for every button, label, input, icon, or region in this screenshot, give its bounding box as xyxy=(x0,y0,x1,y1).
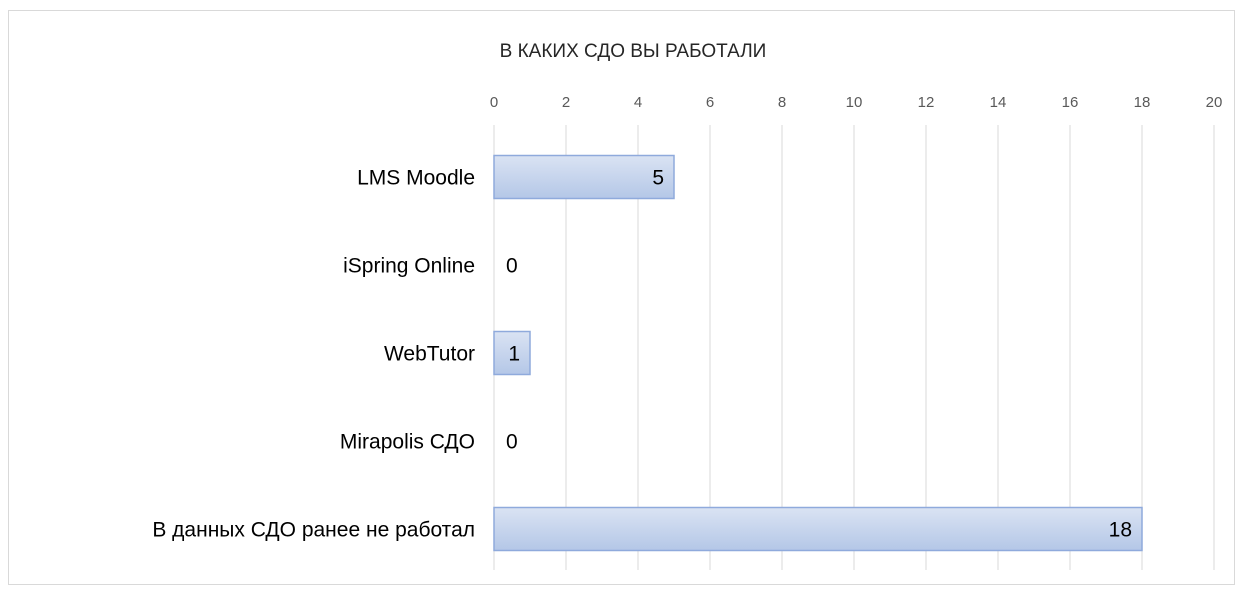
data-label: 18 xyxy=(1109,519,1132,542)
x-tick-label: 12 xyxy=(918,94,935,111)
x-tick-label: 8 xyxy=(778,94,786,111)
y-tick-label: В данных СДО ранее не работал xyxy=(152,519,475,542)
bar xyxy=(493,506,1143,552)
x-tick-label: 0 xyxy=(490,94,498,111)
x-tick-label: 2 xyxy=(562,94,570,111)
y-tick-label: Mirapolis СДО xyxy=(340,431,475,454)
x-tick-label: 10 xyxy=(846,94,863,111)
x-tick-label: 6 xyxy=(706,94,714,111)
x-tick-label: 4 xyxy=(634,94,642,111)
y-tick-label: LMS Moodle xyxy=(357,167,475,190)
data-label: 0 xyxy=(506,431,518,454)
data-label: 5 xyxy=(652,167,664,190)
bar xyxy=(493,154,675,200)
bar xyxy=(493,330,531,376)
chart-frame xyxy=(8,10,1235,585)
data-label: 0 xyxy=(506,255,518,278)
y-tick-label: WebTutor xyxy=(384,343,475,366)
x-tick-label: 18 xyxy=(1134,94,1151,111)
x-tick-label: 14 xyxy=(990,94,1007,111)
x-tick-label: 20 xyxy=(1206,94,1223,111)
chart-title: В КАКИХ СДО ВЫ РАБОТАЛИ xyxy=(500,41,767,62)
y-tick-label: iSpring Online xyxy=(343,255,475,278)
data-label: 1 xyxy=(508,343,520,366)
x-tick-label: 16 xyxy=(1062,94,1079,111)
